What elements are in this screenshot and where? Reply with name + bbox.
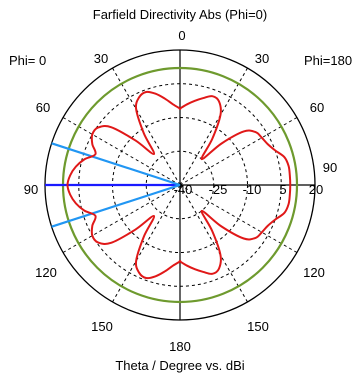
angle-tick-label: 30	[94, 51, 108, 66]
angle-tick-label: 0	[178, 28, 185, 43]
angle-tick-label: 90	[24, 182, 38, 197]
beamwidth-line	[51, 142, 181, 187]
grid-spoke	[179, 117, 298, 186]
label-layer: Farfield Directivity Abs (Phi=0) Theta /…	[9, 7, 352, 373]
directivity-curve	[66, 90, 292, 280]
beamwidth-line	[51, 183, 181, 228]
chart-title: Farfield Directivity Abs (Phi=0)	[93, 7, 267, 22]
grid-spoke	[179, 184, 248, 303]
grid-spoke	[112, 67, 181, 186]
angle-tick-label: 120	[303, 265, 325, 280]
angle-tick-label: 90	[323, 160, 337, 175]
angle-tick-label: 150	[91, 319, 113, 334]
radial-tick-label: -10	[243, 182, 262, 197]
angle-tick-label: 60	[36, 100, 50, 115]
angle-tick-label: 60	[310, 100, 324, 115]
main-lobe-layer	[45, 142, 181, 228]
grid-spoke	[179, 184, 298, 253]
angle-tick-label: 30	[255, 51, 269, 66]
angle-tick-label: 150	[247, 319, 269, 334]
radial-tick-label: 20	[309, 182, 323, 197]
x-axis-label: Theta / Degree vs. dBi	[115, 358, 244, 373]
radial-tick-label: -40	[174, 182, 193, 197]
grid-spoke	[62, 184, 181, 253]
phi-right-label: Phi=180	[304, 53, 352, 68]
radial-tick-label: 5	[279, 182, 286, 197]
grid-spoke	[112, 184, 181, 303]
angle-tick-label: 180	[169, 339, 191, 354]
grid-spoke	[179, 67, 248, 186]
angle-tick-label: 120	[35, 265, 57, 280]
radial-tick-label: -25	[209, 182, 228, 197]
phi-left-label: Phi= 0	[9, 53, 46, 68]
grid-spoke	[62, 117, 181, 186]
directivity-curve-layer	[66, 90, 292, 280]
